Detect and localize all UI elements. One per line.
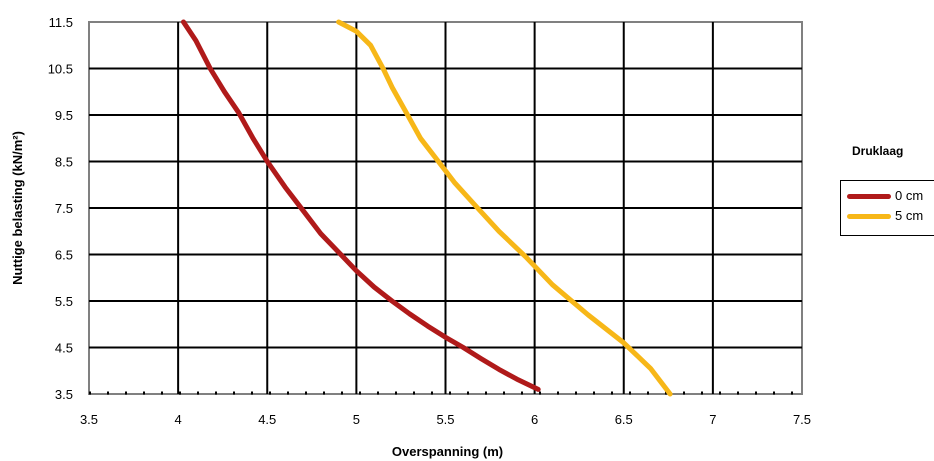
legend-swatch (847, 214, 891, 219)
x-axis-title: Overspanning (m) (392, 444, 503, 459)
legend-swatch (847, 194, 891, 199)
y-axis-title: Nuttige belasting (kN/m²) (10, 131, 25, 285)
y-tick-label: 9.5 (55, 108, 73, 123)
x-tick-label: 4.5 (258, 412, 276, 427)
y-tick-label: 3.5 (55, 387, 73, 402)
y-tick-label: 7.5 (55, 201, 73, 216)
legend-label: 5 cm (895, 208, 924, 223)
legend-item: 5 cm (847, 207, 934, 225)
legend-label: 0 cm (895, 188, 924, 203)
y-tick-label: 5.5 (55, 294, 73, 309)
legend-title: Druklaag (852, 144, 904, 158)
y-tick-label: 10.5 (48, 62, 73, 77)
x-tick-label: 6 (531, 412, 538, 427)
x-tick-label: 5.5 (436, 412, 454, 427)
y-tick-label: 6.5 (55, 248, 73, 263)
legend: 0 cm 5 cm (840, 180, 934, 236)
x-tick-label: 5 (353, 412, 360, 427)
x-tick-label: 7.5 (793, 412, 811, 427)
x-tick-label: 3.5 (80, 412, 98, 427)
x-tick-label: 4 (175, 412, 182, 427)
legend-item: 0 cm (847, 187, 934, 205)
x-tick-label: 7 (709, 412, 716, 427)
series-line (336, 19, 673, 397)
y-tick-label: 8.5 (55, 155, 73, 170)
series-line (181, 19, 541, 392)
y-tick-label: 4.5 (55, 341, 73, 356)
x-tick-label: 6.5 (615, 412, 633, 427)
series-lines (181, 19, 673, 397)
y-tick-label: 11.5 (49, 15, 73, 30)
tick-labels: 3.5 4 4.5 5 5.5 6 6.5 7 7.5 3.5 4.5 5.5 6.5 7.5 8.5 9.5… (48, 15, 811, 427)
